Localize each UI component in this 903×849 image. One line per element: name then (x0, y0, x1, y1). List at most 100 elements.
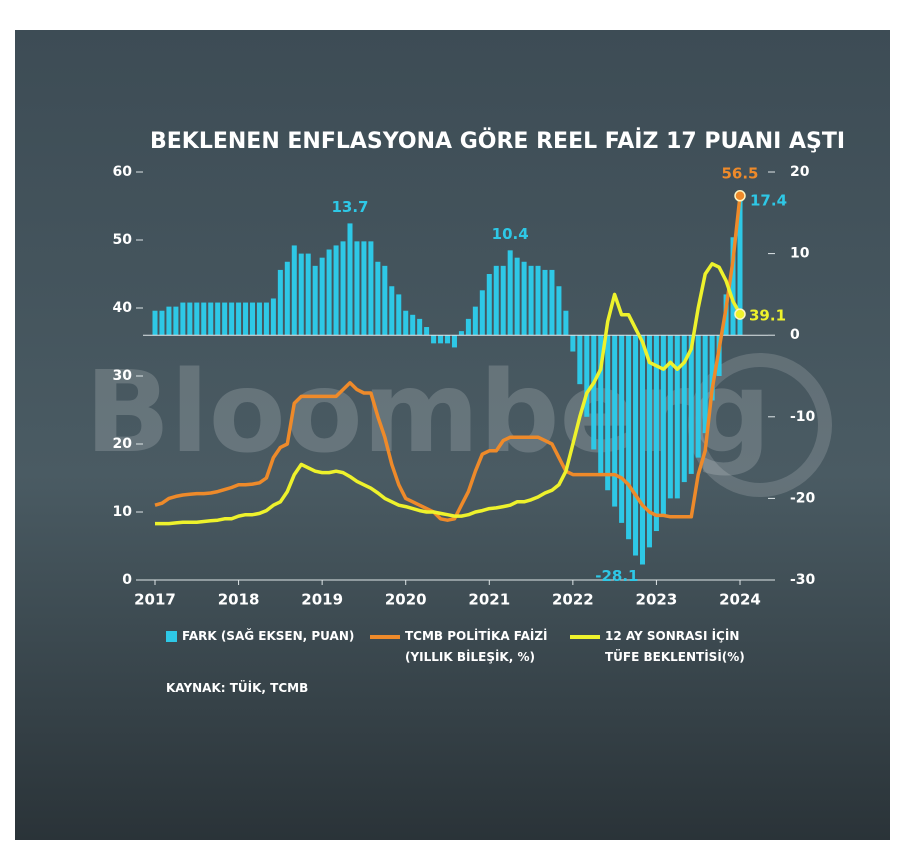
line (155, 262, 742, 526)
bar (542, 269, 548, 336)
bar (486, 274, 492, 336)
bar (152, 310, 158, 336)
y2-tick-label: -20 (790, 490, 816, 506)
bar (333, 245, 339, 336)
bar (681, 335, 687, 483)
data-label: -28.1 (595, 567, 638, 585)
bar (584, 335, 590, 417)
bar (326, 249, 332, 336)
data-label: 10.4 (492, 225, 529, 243)
bar (472, 306, 478, 336)
end-marker (734, 308, 746, 320)
bar (403, 310, 409, 336)
legend-label: FARK (SAĞ EKSEN, PUAN) (182, 629, 355, 643)
y2-tick-label: -10 (790, 409, 816, 425)
legend-swatch (166, 631, 177, 642)
bar (438, 335, 444, 344)
bar (451, 335, 457, 348)
bar (208, 302, 214, 336)
data-label: 13.7 (331, 198, 368, 216)
bar (591, 335, 597, 450)
bar (382, 265, 388, 336)
x-tick-label: 2017 (134, 591, 176, 609)
x-tick-label: 2023 (636, 591, 678, 609)
bar (619, 335, 625, 523)
bar (653, 335, 659, 532)
bar (730, 237, 736, 336)
bar (361, 241, 367, 336)
bar (556, 286, 562, 336)
bar (444, 335, 451, 344)
bar (660, 335, 666, 515)
bar (291, 245, 297, 336)
bar (695, 335, 701, 458)
bar (222, 302, 228, 336)
data-label: 17.4 (750, 192, 787, 210)
bar (396, 294, 402, 336)
bar (465, 318, 471, 336)
bar (688, 335, 694, 474)
x-tick-label: 2020 (385, 591, 427, 609)
y-tick-label: 0 (122, 572, 132, 588)
bar (173, 306, 179, 336)
y-tick-label: 20 (113, 436, 133, 452)
bar (270, 298, 276, 336)
bar (166, 306, 172, 336)
y2-tick-label: 20 (790, 164, 810, 180)
x-tick-label: 2018 (218, 591, 260, 609)
bar (347, 223, 353, 336)
bar (626, 335, 632, 540)
bar (570, 335, 576, 352)
x-tick-label: 2024 (719, 591, 761, 609)
line (154, 195, 742, 522)
chart-title: BEKLENEN ENFLASYONA GÖRE REEL FAİZ 17 PU… (150, 128, 845, 154)
bar (389, 286, 395, 336)
bar (229, 302, 235, 336)
bar (479, 290, 485, 336)
y-tick-label: 10 (113, 504, 133, 520)
bar (612, 335, 618, 507)
bar (180, 302, 186, 336)
y-tick-label: 50 (113, 232, 133, 248)
x-tick-label: 2022 (552, 591, 594, 609)
bar (375, 261, 381, 336)
bar (702, 335, 708, 434)
bar (249, 302, 256, 336)
bar (535, 265, 541, 336)
bar (201, 302, 207, 336)
bar (667, 335, 673, 499)
bar (194, 302, 200, 336)
bar (737, 193, 743, 336)
bar (236, 302, 242, 336)
bar (284, 261, 290, 336)
bar (709, 335, 715, 401)
x-tick-label: 2019 (301, 591, 343, 609)
y-tick-label: 30 (113, 368, 133, 384)
end-marker (734, 190, 746, 202)
source: KAYNAK: TÜİK, TCMB (166, 681, 309, 695)
legend-label: TCMB POLİTİKA FAİZİ (YILLIK BİLEŞİK, %) (405, 629, 548, 664)
bar (312, 265, 318, 336)
bar (340, 241, 346, 336)
background (15, 30, 890, 840)
bar (215, 302, 221, 336)
bar (507, 250, 513, 336)
y2-tick-label: -30 (790, 572, 816, 588)
bar (493, 265, 499, 336)
y-tick-label: 40 (113, 300, 133, 316)
bar (605, 335, 611, 491)
bar (528, 265, 534, 336)
bar (514, 257, 520, 336)
legend-label: 12 AY SONRASI İÇİN TÜFE BEKLENTİSİ(%) (605, 629, 745, 664)
bar (159, 310, 165, 336)
bar (319, 257, 325, 336)
bar (431, 335, 437, 344)
bar (354, 241, 360, 336)
bar (549, 269, 555, 336)
bar (187, 302, 193, 336)
bar (263, 302, 269, 336)
bar (417, 318, 423, 336)
bar (368, 241, 374, 336)
bar (256, 302, 262, 336)
